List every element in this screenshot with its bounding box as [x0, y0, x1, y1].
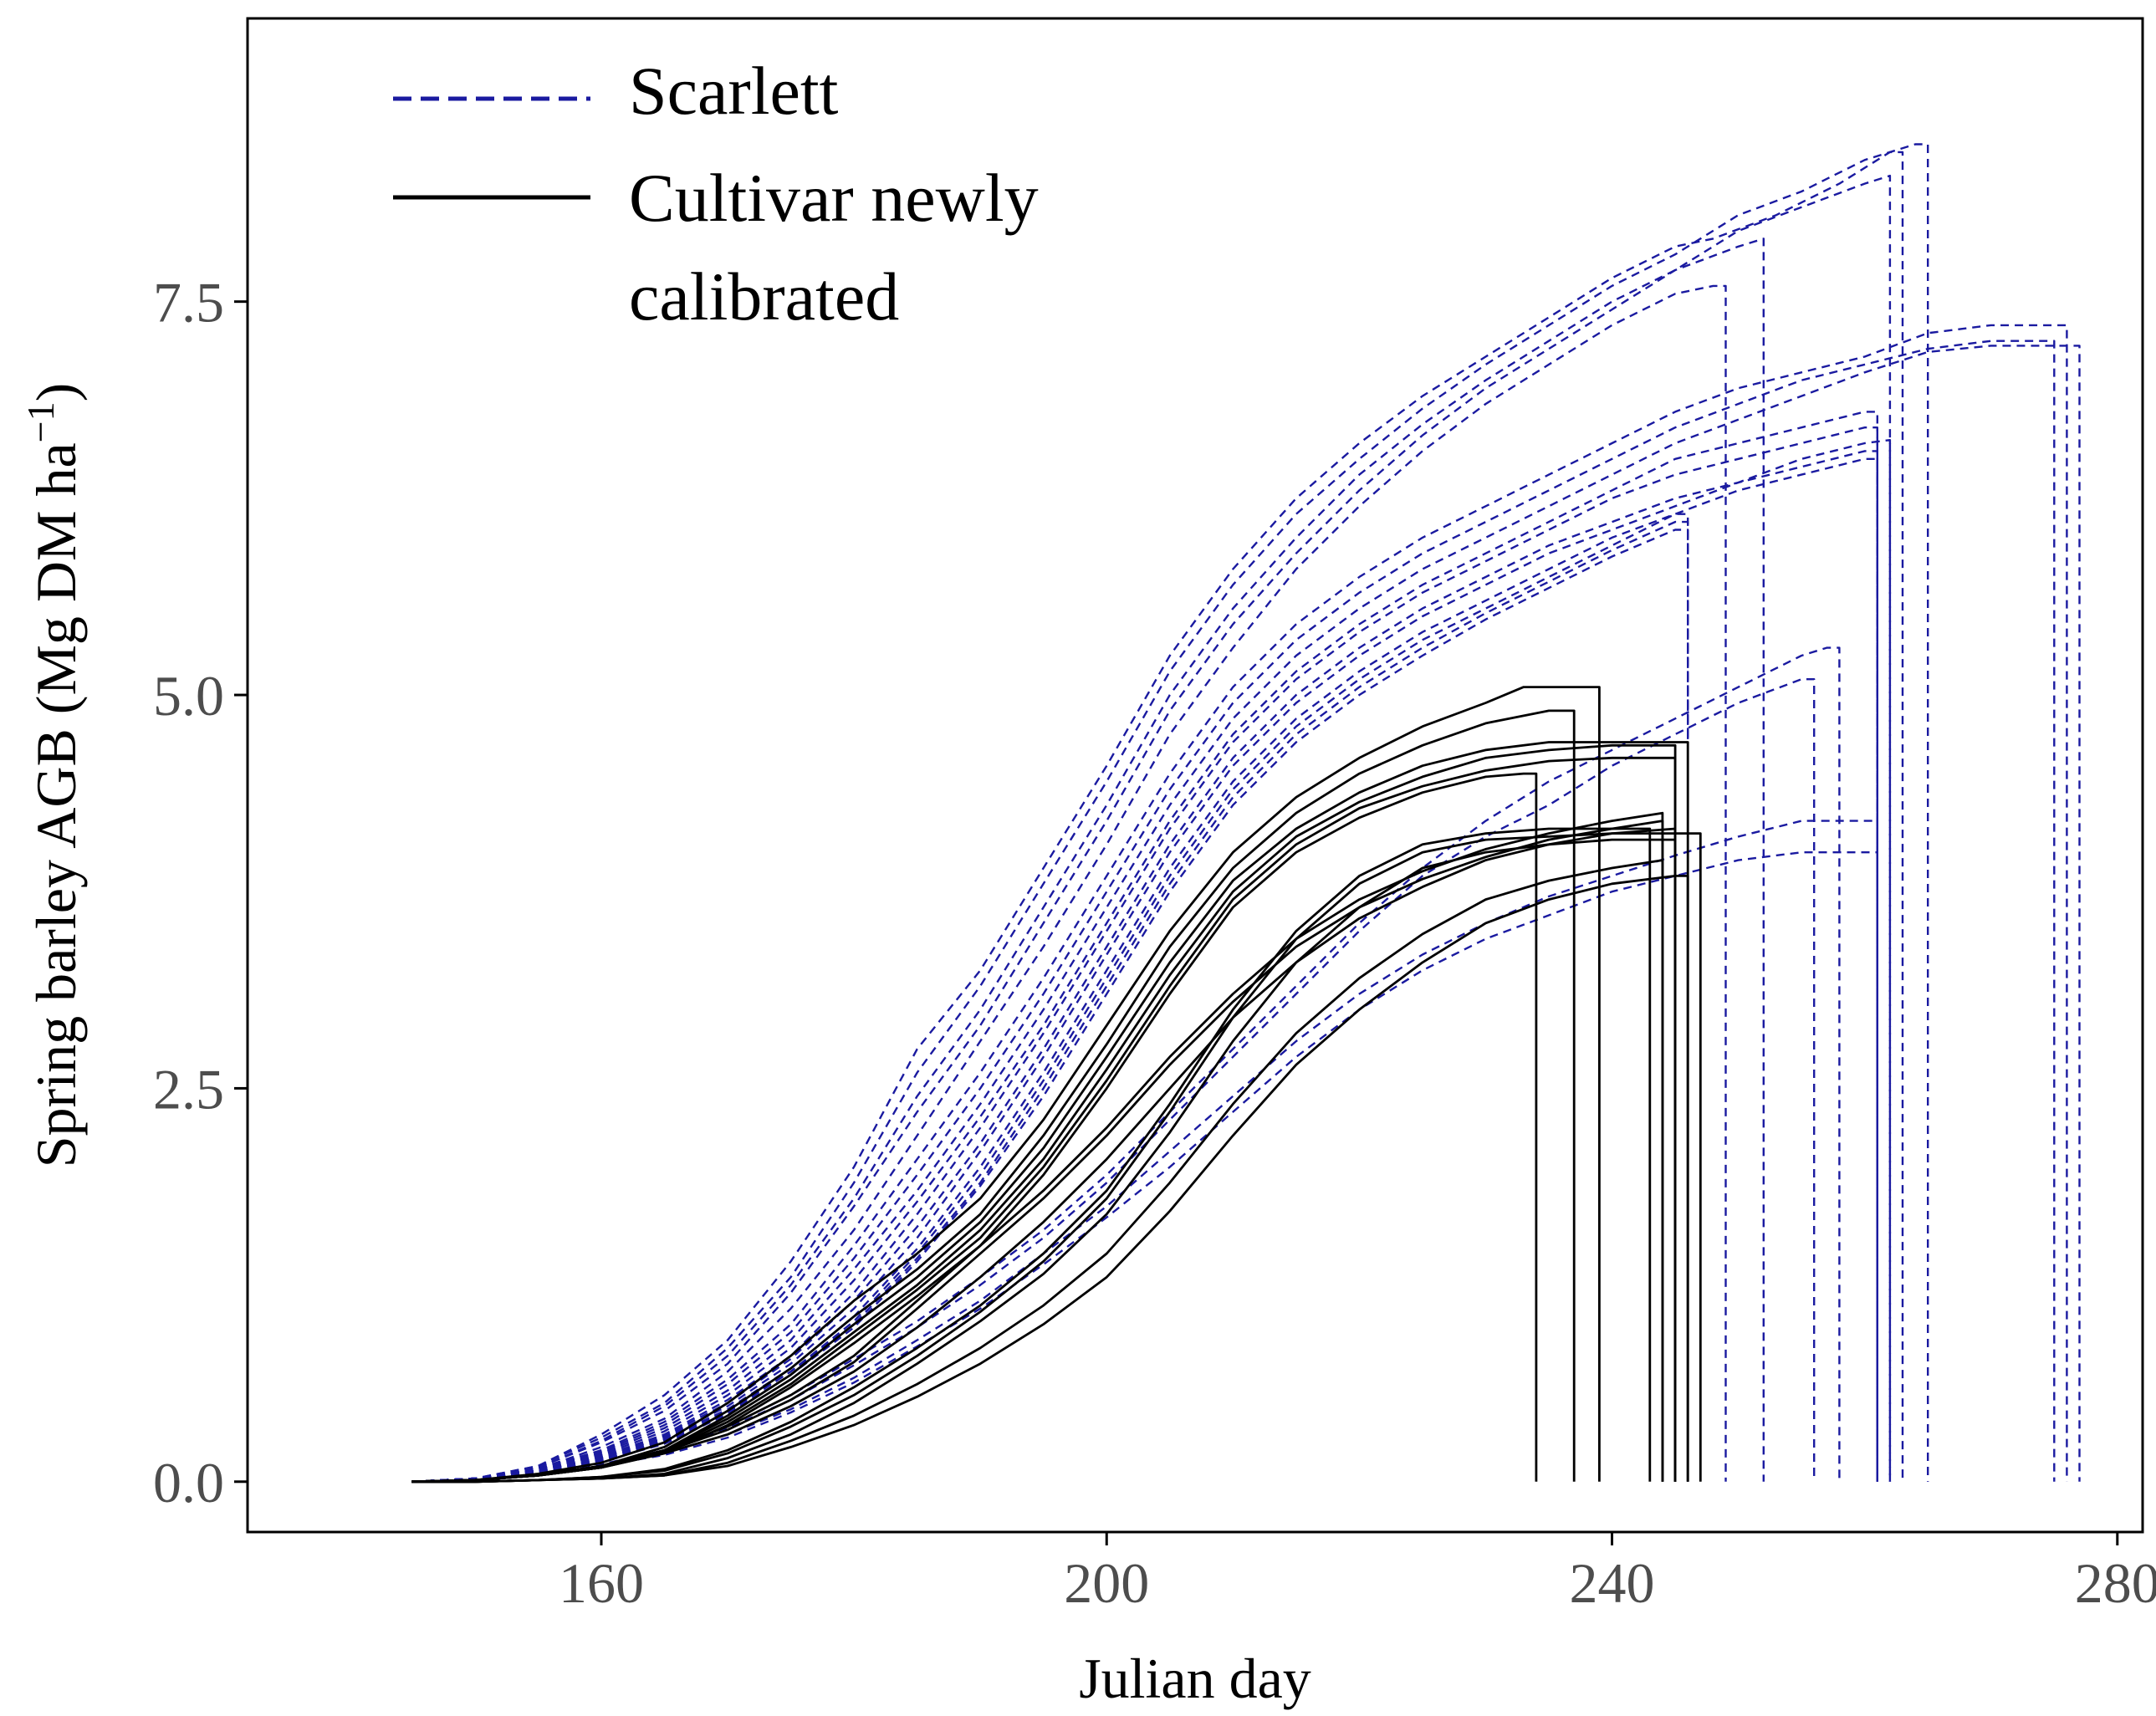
series-line-newly-34 — [411, 875, 1689, 1484]
series-layer — [411, 143, 2081, 1484]
series-line-scarlett-17 — [411, 646, 1841, 1483]
y-tick-label-2.5: 2.5 — [153, 1057, 224, 1121]
legend-label-newly-calibrated-line2: calibrated — [629, 258, 899, 335]
axes: 160 200 240 280 0.0 2.5 5.0 7.5 — [153, 271, 2156, 1615]
series-line-newly-21 — [411, 686, 1601, 1484]
series-line-newly-31 — [411, 832, 1702, 1484]
legend-label-newly-calibrated-line1: Cultivar newly — [629, 160, 1039, 236]
y-axis-label: Spring barley AGB (Mg DM ha−1) — [19, 383, 88, 1168]
series-line-scarlett-13 — [411, 457, 1878, 1483]
series-line-newly-29 — [411, 827, 1677, 1484]
series-line-scarlett-7 — [411, 340, 2056, 1483]
legend: Scarlett Cultivar newly calibrated — [393, 53, 1039, 335]
series-line-scarlett-10 — [411, 426, 1878, 1483]
series-line-scarlett-9 — [411, 411, 1878, 1483]
series-line-scarlett-19 — [411, 820, 1878, 1483]
series-line-scarlett-1 — [411, 151, 1904, 1483]
series-line-scarlett-3 — [411, 174, 1892, 1483]
series-line-scarlett-6 — [411, 324, 2068, 1483]
x-tick-label-200: 200 — [1064, 1551, 1149, 1615]
x-tick-label-160: 160 — [559, 1551, 644, 1615]
series-line-scarlett-8 — [411, 345, 2081, 1483]
y-tick-label-5: 5.0 — [153, 664, 224, 728]
legend-label-scarlett: Scarlett — [629, 53, 839, 129]
series-line-scarlett-20 — [411, 851, 1878, 1483]
y-axis-label-suffix: ) — [24, 383, 88, 402]
plot-panel-border — [246, 17, 2144, 1534]
x-tick-label-240: 240 — [1570, 1551, 1655, 1615]
x-axis-label: Julian day — [1079, 1647, 1311, 1710]
y-tick-label-0: 0.0 — [153, 1451, 224, 1514]
series-line-scarlett-4 — [411, 237, 1765, 1483]
series-line-scarlett-2 — [411, 143, 1929, 1483]
y-tick-label-7.5: 7.5 — [153, 271, 224, 335]
series-line-scarlett-11 — [411, 450, 1878, 1483]
y-axis-label-main: Spring barley AGB (Mg DM ha — [24, 442, 88, 1167]
series-line-scarlett-14 — [411, 513, 1689, 1483]
series-line-scarlett-5 — [411, 284, 1727, 1483]
series-line-scarlett-12 — [411, 439, 1892, 1483]
y-axis-label-exponent: −1 — [19, 401, 62, 442]
x-tick-label-280: 280 — [2075, 1551, 2156, 1615]
